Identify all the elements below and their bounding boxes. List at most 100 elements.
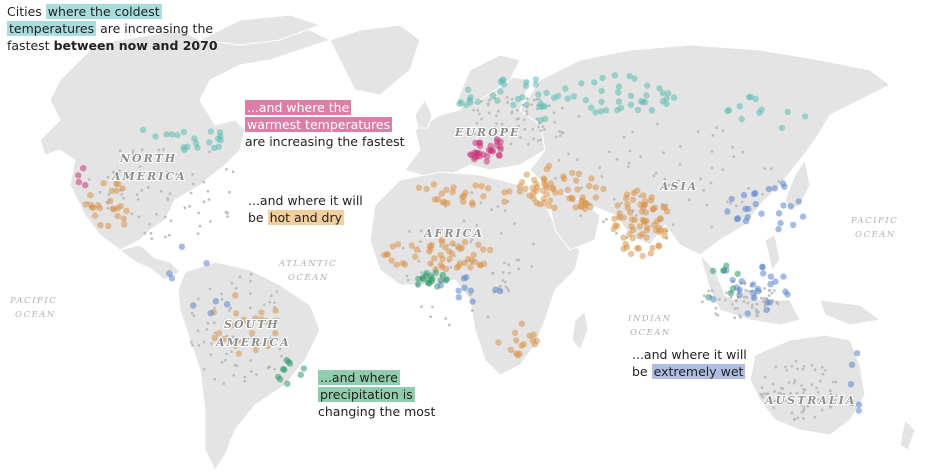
city-dot-hot_dry bbox=[661, 232, 668, 240]
city-dot-grey bbox=[790, 411, 794, 415]
city-dot-hot_dry bbox=[572, 204, 579, 211]
city-dot-grey bbox=[761, 300, 765, 303]
land-arctic-islands bbox=[198, 14, 322, 46]
city-dot-coldest bbox=[465, 86, 472, 93]
city-dot-grey bbox=[206, 189, 210, 193]
city-dot-coldest bbox=[535, 91, 542, 98]
city-dot-grey bbox=[143, 171, 147, 174]
city-dot-grey bbox=[763, 287, 766, 290]
city-dot-grey bbox=[278, 347, 282, 351]
city-dot-grey bbox=[541, 125, 545, 128]
city-dot-hot_dry bbox=[389, 243, 397, 250]
city-dot-grey bbox=[517, 267, 520, 271]
city-dot-grey bbox=[767, 294, 771, 297]
city-dot-hot_dry bbox=[221, 335, 228, 343]
city-dot-wet bbox=[764, 299, 771, 306]
city-dot-grey bbox=[639, 155, 642, 159]
city-dot-grey bbox=[486, 102, 490, 105]
city-dot-wet bbox=[765, 185, 773, 193]
city-dot-grey bbox=[270, 294, 273, 298]
city-dot-grey bbox=[777, 180, 781, 183]
city-dot-coldest bbox=[207, 128, 215, 135]
city-dot-grey bbox=[256, 340, 259, 344]
city-dot-grey bbox=[725, 291, 728, 295]
city-dot-grey bbox=[166, 170, 169, 174]
city-dot-grey bbox=[813, 368, 817, 372]
city-dot-grey bbox=[233, 363, 237, 367]
city-dot-grey bbox=[525, 112, 529, 116]
land-japan bbox=[784, 158, 811, 211]
city-dot-grey bbox=[501, 279, 505, 282]
city-dot-grey bbox=[733, 316, 737, 320]
coldest-highlight-2: temperatures bbox=[7, 21, 97, 36]
city-dot-grey bbox=[781, 387, 785, 390]
city-dot-grey bbox=[234, 286, 238, 290]
region-labels: NORTH AMERICA SOUTH AMERICA EUROPE AFRIC… bbox=[9, 125, 897, 408]
city-dot-hot_dry bbox=[113, 180, 120, 188]
city-dot-grey bbox=[539, 138, 543, 142]
city-dot-hot_dry bbox=[415, 184, 423, 191]
city-dot-hot_dry bbox=[522, 185, 529, 192]
city-dot-wet bbox=[760, 270, 767, 277]
city-dot-grey bbox=[825, 401, 829, 405]
city-dot-grey bbox=[419, 240, 422, 244]
coldest-post: are increasing the bbox=[96, 21, 214, 36]
city-dot-wet bbox=[848, 361, 856, 368]
city-dot-coldest bbox=[497, 88, 504, 95]
city-dot-hot_dry bbox=[272, 307, 279, 314]
city-dot-precipitation bbox=[414, 281, 422, 288]
city-dot-grey bbox=[196, 297, 200, 301]
city-dot-hot_dry bbox=[458, 244, 465, 252]
city-dot-grey bbox=[87, 178, 91, 181]
city-dot-hot_dry bbox=[413, 246, 420, 253]
city-dot-grey bbox=[519, 136, 522, 139]
city-dot-grey bbox=[532, 98, 536, 102]
city-dot-wet bbox=[203, 260, 210, 267]
city-dot-hot_dry bbox=[523, 171, 530, 178]
label-atlantic-2: OCEAN bbox=[288, 273, 329, 283]
city-dot-grey bbox=[740, 200, 744, 204]
city-dot-grey bbox=[405, 274, 409, 278]
city-dot-grey bbox=[470, 309, 474, 312]
city-dot-hot_dry bbox=[526, 192, 533, 199]
city-dot-grey bbox=[742, 300, 746, 303]
city-dot-grey bbox=[729, 201, 732, 205]
city-dot-grey bbox=[107, 193, 111, 196]
city-dot-grey bbox=[515, 258, 519, 262]
city-dot-grey bbox=[131, 149, 135, 152]
city-dot-precipitation bbox=[443, 276, 450, 283]
city-dot-grey bbox=[159, 189, 163, 193]
precip-highlight-2: precipitation is bbox=[318, 387, 415, 402]
city-dot-hot_dry bbox=[634, 244, 641, 252]
city-dot-grey bbox=[794, 359, 798, 363]
hot-dry-line1: ...and where it will bbox=[248, 193, 363, 208]
precip-post: changing the most bbox=[318, 404, 436, 419]
city-dot-hot_dry bbox=[423, 185, 430, 193]
city-dot-coldest bbox=[599, 74, 606, 82]
city-dot-grey bbox=[763, 375, 767, 379]
city-dot-coldest bbox=[523, 82, 530, 90]
city-dot-grey bbox=[532, 137, 535, 141]
city-dot-hot_dry bbox=[109, 205, 116, 212]
city-dot-grey bbox=[140, 148, 144, 152]
city-dot-coldest bbox=[582, 96, 590, 104]
city-dot-coldest bbox=[537, 117, 544, 124]
city-dot-grey bbox=[197, 344, 201, 347]
city-dot-warmest bbox=[489, 148, 497, 155]
city-dot-grey bbox=[258, 342, 262, 346]
city-dot-grey bbox=[192, 314, 196, 318]
city-dot-grey bbox=[507, 289, 510, 293]
city-dot-grey bbox=[276, 317, 280, 321]
city-dot-wet bbox=[772, 278, 779, 285]
city-dot-hot_dry bbox=[95, 201, 102, 209]
city-dot-hot_dry bbox=[388, 257, 395, 264]
city-dot-grey bbox=[579, 214, 582, 218]
city-dot-grey bbox=[157, 170, 161, 174]
city-dot-grey bbox=[268, 300, 272, 304]
city-dot-precipitation bbox=[426, 276, 433, 284]
city-dot-grey bbox=[790, 364, 794, 368]
city-dot-grey bbox=[699, 177, 702, 181]
city-dot-grey bbox=[759, 392, 763, 396]
city-dot-coldest bbox=[615, 89, 622, 96]
city-dot-grey bbox=[773, 399, 776, 403]
